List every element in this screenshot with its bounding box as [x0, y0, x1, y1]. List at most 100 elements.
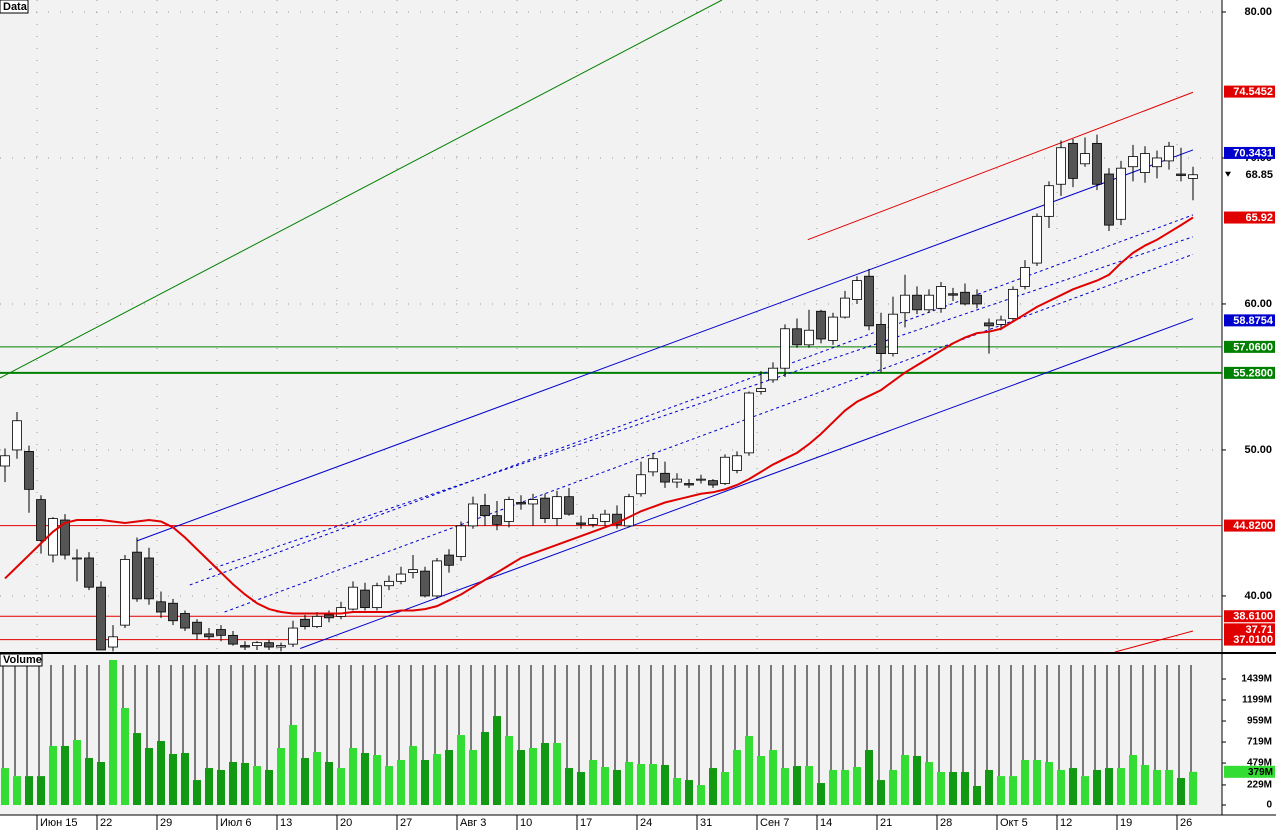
- candle-body: [276, 645, 286, 648]
- volume-tick-label: 479M: [1247, 758, 1272, 769]
- candle-body: [948, 293, 958, 296]
- volume-bar: [601, 766, 609, 805]
- candle-body: [384, 580, 394, 587]
- volume-bar: [121, 707, 129, 805]
- price-panel: [0, 0, 1222, 652]
- candle-body: [432, 560, 442, 597]
- volume-bar: [1033, 759, 1041, 805]
- volume-bar: [553, 743, 561, 805]
- candle-body: [120, 559, 130, 626]
- candle-body: [684, 483, 694, 486]
- volume-bar: [109, 659, 117, 805]
- volume-marker: [1224, 765, 1275, 778]
- candle-body: [336, 607, 346, 617]
- volume-bar: [1177, 778, 1185, 805]
- candle-body: [648, 458, 658, 473]
- candle-body: [624, 496, 634, 527]
- candle-body: [144, 557, 154, 600]
- candle-body: [216, 629, 226, 636]
- volume-bar: [937, 771, 945, 805]
- candle-body: [1092, 142, 1102, 185]
- candle-body: [1032, 215, 1042, 264]
- volume-bar: [517, 750, 525, 805]
- panel-title: Data: [3, 1, 28, 13]
- volume-bar: [373, 755, 381, 805]
- level-marker: [1224, 633, 1275, 646]
- volume-bar: [925, 762, 933, 805]
- volume-bar: [697, 785, 705, 805]
- volume-bar: [433, 754, 441, 805]
- volume-bar: [493, 716, 501, 805]
- candle-body: [156, 601, 166, 613]
- x-tick-label: 31: [700, 817, 712, 829]
- candle-body: [708, 480, 718, 486]
- volume-tick-label: 229M: [1247, 780, 1272, 791]
- x-tick-label: 29: [160, 817, 172, 829]
- volume-bar: [961, 771, 969, 805]
- level-label: 57.0600: [1233, 341, 1273, 353]
- y-tick-label: 40.00: [1244, 590, 1272, 602]
- volume-bar: [457, 735, 465, 805]
- volume-bar: [637, 764, 645, 805]
- trend-line: [208, 236, 1194, 571]
- volume-bar: [901, 755, 909, 805]
- candle-body: [324, 614, 334, 619]
- volume-bar: [673, 778, 681, 805]
- volume-bar: [421, 759, 429, 805]
- level-label: 44.8200: [1233, 520, 1273, 532]
- volume-panel: [0, 654, 1222, 815]
- x-tick-label: 22: [100, 817, 112, 829]
- candle-body: [792, 328, 802, 346]
- trend-line: [1114, 630, 1194, 652]
- candle-body: [756, 388, 766, 392]
- x-tick-label: 21: [880, 817, 892, 829]
- candle-body: [456, 525, 466, 557]
- volume-bar: [85, 757, 93, 805]
- volume-bar: [1, 768, 9, 805]
- candle-body: [84, 557, 94, 588]
- level-label: 68.85: [1245, 169, 1273, 181]
- volume-bar: [769, 750, 777, 805]
- volume-bar: [325, 762, 333, 805]
- candle-body: [36, 499, 46, 541]
- volume-bar: [145, 747, 153, 805]
- candle-body: [192, 621, 202, 635]
- trend-line: [189, 214, 1194, 586]
- candle-body: [492, 515, 502, 525]
- price-plot: [0, 0, 1222, 652]
- volume-bar: [445, 750, 453, 805]
- level-marker: [1224, 519, 1275, 532]
- candle-body: [1056, 147, 1066, 185]
- volume-bar: [1141, 764, 1149, 805]
- candle-body: [636, 474, 646, 495]
- volume-bar: [61, 745, 69, 805]
- x-tick-label: 28: [940, 817, 952, 829]
- volume-bar: [1129, 755, 1137, 805]
- volume-tick-label: 1439M: [1241, 674, 1272, 685]
- candle-body: [1008, 288, 1018, 319]
- candle-body: [1116, 167, 1126, 220]
- candle-body: [516, 502, 526, 505]
- volume-bar: [997, 776, 1005, 805]
- volume-bar: [73, 740, 81, 805]
- volume-bar: [841, 769, 849, 805]
- volume-bar: [1093, 769, 1101, 805]
- trend-line: [224, 253, 1194, 613]
- moving-average: [4, 216, 1194, 615]
- candle-body: [828, 316, 838, 341]
- volume-bar: [1021, 759, 1029, 805]
- level-label: 70.3431: [1233, 147, 1273, 159]
- volume-tick-label: 719M: [1247, 737, 1272, 748]
- level-marker: [1224, 168, 1275, 181]
- volume-bar: [973, 785, 981, 805]
- level-label: 38.6100: [1233, 611, 1273, 623]
- volume-bar: [193, 780, 201, 805]
- candle-body: [60, 519, 70, 556]
- volume-bar: [1153, 769, 1161, 805]
- volume-bar: [277, 747, 285, 805]
- level-label: 58.8754: [1233, 315, 1274, 327]
- candle-body: [408, 569, 418, 573]
- level-marker: [1224, 314, 1275, 327]
- x-tick-label: Июн 15: [40, 817, 78, 829]
- candle-body: [240, 645, 250, 648]
